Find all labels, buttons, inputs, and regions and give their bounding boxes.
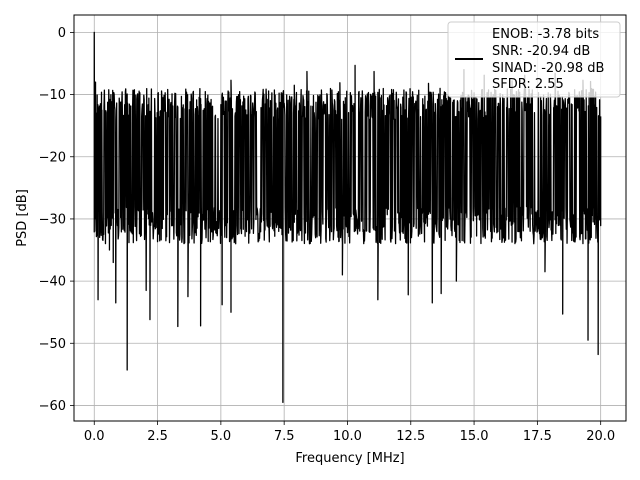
y-tick-label: −40 [39, 275, 66, 290]
legend-sinad: SINAD: -20.98 dB [492, 61, 604, 76]
x-tick-label: 12.5 [396, 429, 425, 444]
x-tick-label: 0.0 [84, 429, 105, 444]
axes-frame [73, 14, 627, 422]
y-axis-label: PSD [dB] [15, 189, 30, 247]
x-axis-label: Frequency [MHz] [295, 451, 404, 466]
x-tick-label: 20.0 [586, 429, 615, 444]
x-tick-label: 5.0 [211, 429, 232, 444]
y-tick-label: −10 [39, 88, 66, 103]
legend-box [447, 21, 621, 98]
legend-enob: ENOB: -3.78 bits [492, 27, 599, 42]
y-tick-label: 0 [58, 26, 66, 41]
legend-snr: SNR: -20.94 dB [492, 44, 590, 59]
x-tick-label: 15.0 [460, 429, 489, 444]
legend-sfdr: SFDR: 2.55 [492, 77, 564, 92]
x-tick-label: 10.0 [333, 429, 362, 444]
x-tick-label: 7.5 [274, 429, 295, 444]
y-tick-label: −30 [39, 212, 66, 227]
x-axis-ticks: 0.0 2.5 5.0 7.5 10.0 12.5 15.0 17.5 20.0 [84, 421, 615, 444]
x-tick-label: 17.5 [523, 429, 552, 444]
plot-area [93, 31, 602, 403]
y-axis-ticks: 0 −10 −20 −30 −40 −50 −60 [39, 26, 74, 414]
y-tick-label: −50 [39, 337, 66, 352]
psd-series-line [93, 31, 602, 403]
y-tick-label: −20 [39, 150, 66, 165]
y-tick-label: −60 [39, 399, 66, 414]
legend: ENOB: -3.78 bits SNR: -20.94 dB SINAD: -… [447, 21, 621, 98]
x-tick-label: 2.5 [147, 429, 168, 444]
